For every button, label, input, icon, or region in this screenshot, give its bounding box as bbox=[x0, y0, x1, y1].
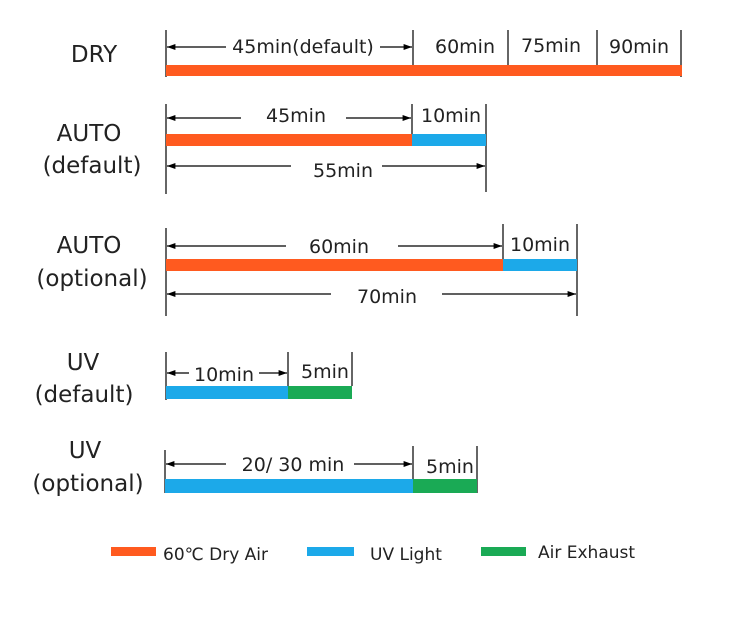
legend-uv-light-swatch bbox=[307, 547, 354, 556]
auto-default-mode-name: AUTO bbox=[57, 121, 122, 147]
dry-90min-label: 90min bbox=[609, 36, 669, 58]
uv-default-uv-light-bar bbox=[166, 386, 288, 399]
uv-optional-uv-light-bar bbox=[165, 479, 413, 493]
auto-optional-mode-row: AUTO (optional) 60min 10min 70min bbox=[36, 224, 578, 316]
dry-mode-name: DRY bbox=[71, 42, 118, 68]
legend-dry-air-swatch bbox=[111, 547, 156, 556]
legend-air-exhaust-label: Air Exhaust bbox=[538, 543, 635, 563]
auto-optional-dry-air-bar bbox=[166, 259, 503, 271]
auto-default-dry-air-bar bbox=[166, 134, 412, 146]
auto-default-uv-duration-label: 10min bbox=[421, 105, 481, 127]
uv-default-uv-duration-label: 10min bbox=[194, 364, 254, 386]
uv-optional-air-exhaust-bar bbox=[413, 479, 477, 493]
uv-default-mode-subtitle: (default) bbox=[35, 382, 134, 408]
uv-default-air-exhaust-bar bbox=[288, 386, 352, 399]
dry-default-duration-label: 45min(default) bbox=[232, 36, 374, 58]
uv-optional-mode-row: UV (optional) 20/ 30 min 5min bbox=[32, 438, 478, 497]
uv-default-mode-name: UV bbox=[67, 350, 100, 376]
dry-air-bar bbox=[166, 65, 682, 76]
auto-default-mode-row: AUTO (default) 45min 10min 55min bbox=[43, 104, 487, 194]
uv-optional-mode-subtitle: (optional) bbox=[32, 471, 143, 497]
auto-optional-mode-name: AUTO bbox=[57, 233, 122, 259]
auto-optional-total-duration-label: 70min bbox=[357, 286, 417, 308]
uv-default-mode-row: UV (default) 10min 5min bbox=[35, 350, 353, 408]
auto-default-uv-light-bar bbox=[412, 134, 486, 146]
legend-air-exhaust-swatch bbox=[481, 547, 526, 556]
dry-60min-label: 60min bbox=[435, 36, 495, 58]
uv-default-exhaust-duration-label: 5min bbox=[301, 361, 349, 383]
auto-default-dry-duration-label: 45min bbox=[266, 105, 326, 127]
auto-default-mode-subtitle: (default) bbox=[43, 153, 142, 179]
auto-optional-mode-subtitle: (optional) bbox=[36, 266, 147, 292]
dry-75min-label: 75min bbox=[521, 35, 581, 57]
legend-dry-air-label: 60℃ Dry Air bbox=[163, 545, 268, 565]
legend-uv-light-label: UV Light bbox=[370, 545, 442, 565]
uv-optional-uv-duration-label: 20/ 30 min bbox=[242, 454, 345, 476]
uv-optional-mode-name: UV bbox=[69, 438, 102, 464]
auto-optional-uv-light-bar bbox=[503, 259, 577, 271]
auto-optional-dry-duration-label: 60min bbox=[309, 236, 369, 258]
uv-optional-exhaust-duration-label: 5min bbox=[426, 456, 474, 478]
legend: 60℃ Dry Air UV Light Air Exhaust bbox=[111, 543, 635, 565]
dry-mode-row: DRY 45min(default) 60min 75min 90min bbox=[71, 30, 682, 77]
auto-default-total-duration-label: 55min bbox=[313, 160, 373, 182]
auto-optional-uv-duration-label: 10min bbox=[510, 234, 570, 256]
